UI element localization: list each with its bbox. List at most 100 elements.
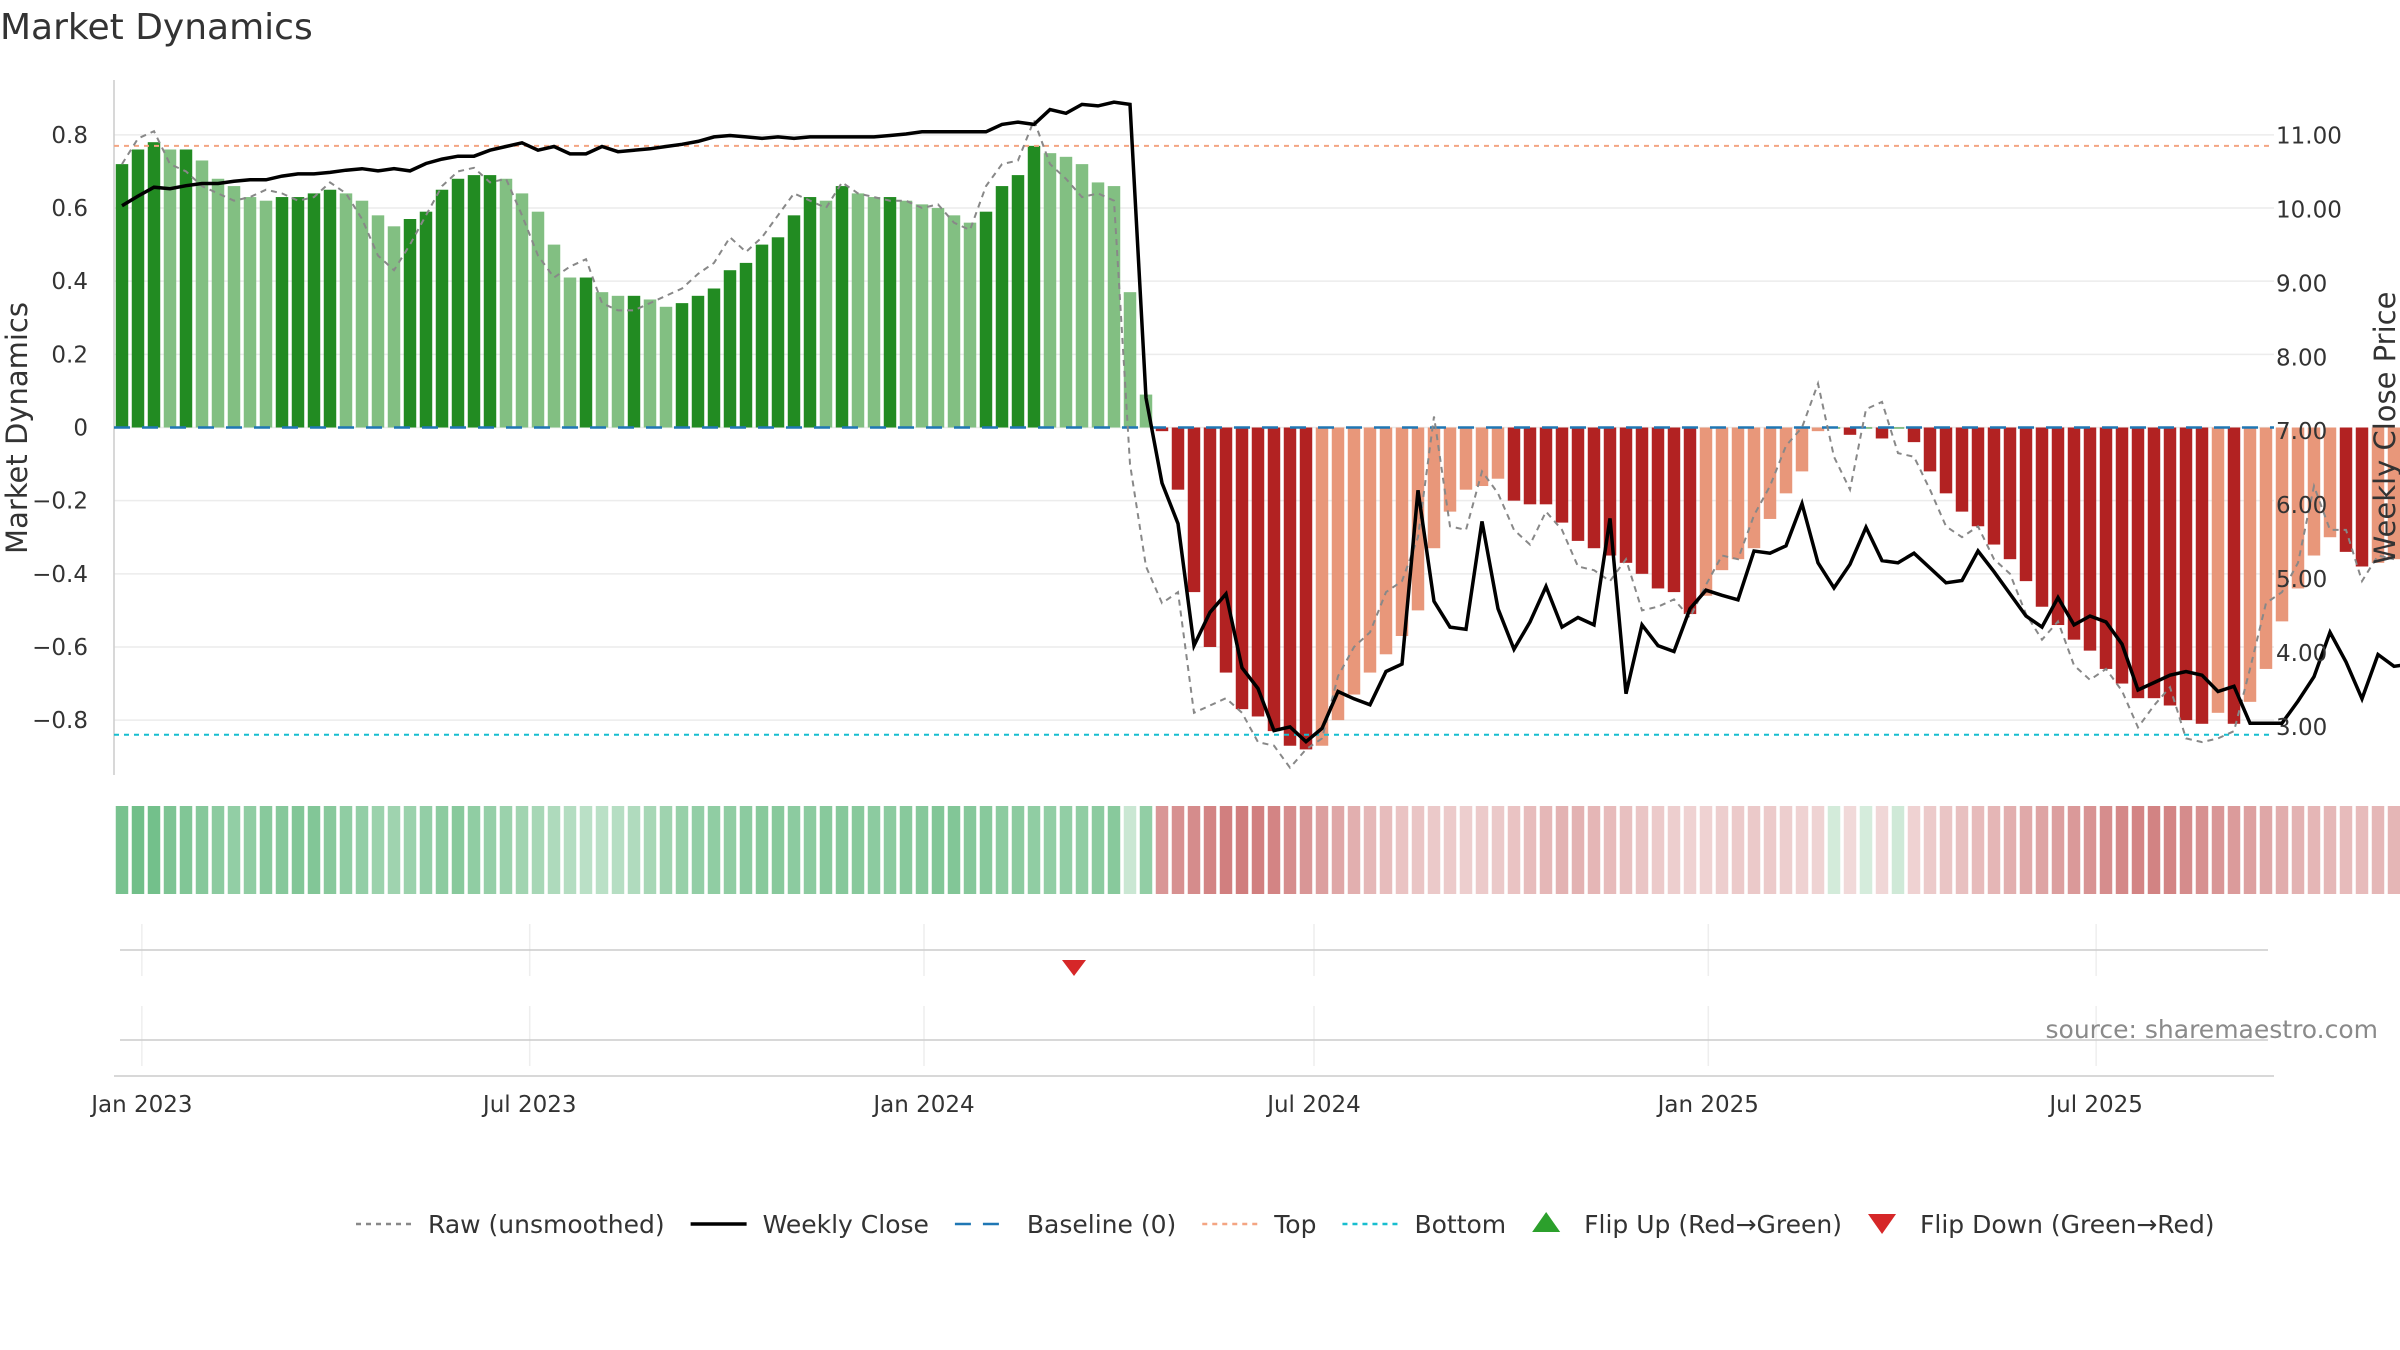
strength-cell	[419, 806, 433, 894]
flip-down-marker	[1062, 960, 1086, 976]
strength-cell	[1587, 806, 1601, 894]
strength-cell	[771, 806, 785, 894]
strength-cell	[1411, 806, 1425, 894]
momentum-bar	[883, 197, 897, 428]
strength-cell	[2355, 806, 2369, 894]
strength-cell	[835, 806, 849, 894]
main-panel: 0.8 0.6 0.4 0.2 0 −0.2 −0.4 −0.6 −0.8 11.00 10.00…	[0, 80, 2400, 775]
momentum-bar	[1411, 427, 1425, 611]
momentum-bar	[867, 197, 881, 428]
momentum-bar	[1795, 427, 1809, 472]
momentum-bar	[995, 186, 1009, 428]
strength-cell	[547, 806, 561, 894]
strength-cell	[2323, 806, 2337, 894]
momentum-bar	[1043, 153, 1057, 428]
momentum-bar	[2131, 427, 2145, 699]
strength-cell	[2067, 806, 2081, 894]
strength-cell	[1267, 806, 1281, 894]
strength-cell	[2115, 806, 2129, 894]
weekly-close-line	[121, 100, 2400, 745]
strength-cell	[1347, 806, 1361, 894]
momentum-bar	[1379, 427, 1393, 655]
strength-cell	[2019, 806, 2033, 894]
strength-cell	[979, 806, 993, 894]
strength-cell	[1635, 806, 1649, 894]
momentum-bar	[2323, 427, 2337, 538]
left-tick-label: 0	[73, 416, 88, 442]
left-axis-label: Market Dynamics	[0, 302, 34, 554]
bottom-panel-gridlines	[141, 1006, 2097, 1066]
strength-cell	[227, 806, 241, 894]
strength-cell	[2003, 806, 2017, 894]
strength-cell	[2131, 806, 2145, 894]
strength-cell	[1379, 806, 1393, 894]
strength-cell	[1363, 806, 1377, 894]
strength-cell	[1075, 806, 1089, 894]
momentum-bar	[1779, 427, 1793, 494]
strength-cell	[1059, 806, 1073, 894]
momentum-bar	[339, 193, 353, 428]
momentum-bar	[627, 295, 641, 428]
strength-cell	[1299, 806, 1313, 894]
strength-cell	[2259, 806, 2273, 894]
strength-cell	[1683, 806, 1697, 894]
strength-cell	[2339, 806, 2353, 894]
strength-cell	[931, 806, 945, 894]
strength-cell	[1603, 806, 1617, 894]
strength-cell	[899, 806, 913, 894]
strength-cell	[1891, 806, 1905, 894]
strength-cell	[1827, 806, 1841, 894]
momentum-bar	[691, 295, 705, 428]
strength-cell	[1235, 806, 1249, 894]
momentum-bar	[2291, 427, 2305, 589]
momentum-bar	[435, 189, 449, 428]
strength-cell	[499, 806, 513, 894]
momentum-bar	[2163, 427, 2177, 706]
momentum-bar	[1715, 427, 1729, 571]
strength-cell	[1139, 806, 1153, 894]
momentum-bar	[2051, 427, 2065, 626]
strength-cell	[1811, 806, 1825, 894]
momentum-bar	[803, 197, 817, 428]
momentum-bars	[115, 142, 2400, 750]
momentum-bar	[2195, 427, 2209, 724]
momentum-bar	[1107, 186, 1121, 428]
momentum-bar	[1027, 145, 1041, 428]
triangle-up-icon	[1532, 1212, 1561, 1232]
momentum-bar	[1187, 427, 1201, 593]
momentum-bar	[1475, 427, 1489, 487]
triangle-down-icon	[1868, 1214, 1897, 1234]
right-tick-label: 4.00	[2276, 641, 2327, 667]
left-tick-label: 0.2	[51, 342, 88, 368]
strength-cell	[2291, 806, 2305, 894]
strength-cell	[1155, 806, 1169, 894]
momentum-bar	[115, 164, 129, 428]
momentum-bar	[1539, 427, 1553, 505]
momentum-bar	[419, 211, 433, 428]
momentum-bar	[275, 197, 289, 428]
momentum-bar	[1235, 427, 1249, 710]
momentum-bar	[1571, 427, 1585, 541]
momentum-bar	[1059, 156, 1073, 428]
right-tick-label: 6.00	[2276, 493, 2327, 519]
strength-cell	[1747, 806, 1761, 894]
right-tick-label: 5.00	[2276, 567, 2327, 593]
momentum-bar	[659, 306, 673, 428]
momentum-bar	[755, 244, 769, 428]
momentum-bar	[2275, 427, 2289, 622]
strength-cell	[2035, 806, 2049, 894]
strength-cell	[355, 806, 369, 894]
momentum-bar	[1315, 427, 1329, 746]
strength-cell	[1651, 806, 1665, 894]
left-axis-ticks: 0.8 0.6 0.4 0.2 0 −0.2 −0.4 −0.6 −0.8	[32, 123, 88, 734]
left-tick-label: −0.6	[32, 635, 88, 661]
strength-cell	[819, 806, 833, 894]
momentum-bar	[2115, 427, 2129, 684]
legend-item-top: Top	[1202, 1210, 1316, 1239]
momentum-bar	[1491, 427, 1505, 479]
strength-cell	[2099, 806, 2113, 894]
momentum-bar	[643, 299, 657, 428]
momentum-bar	[307, 193, 321, 428]
legend-label: Flip Down (Green→Red)	[1920, 1210, 2215, 1239]
x-tick-label: Jul 2023	[481, 1092, 577, 1118]
